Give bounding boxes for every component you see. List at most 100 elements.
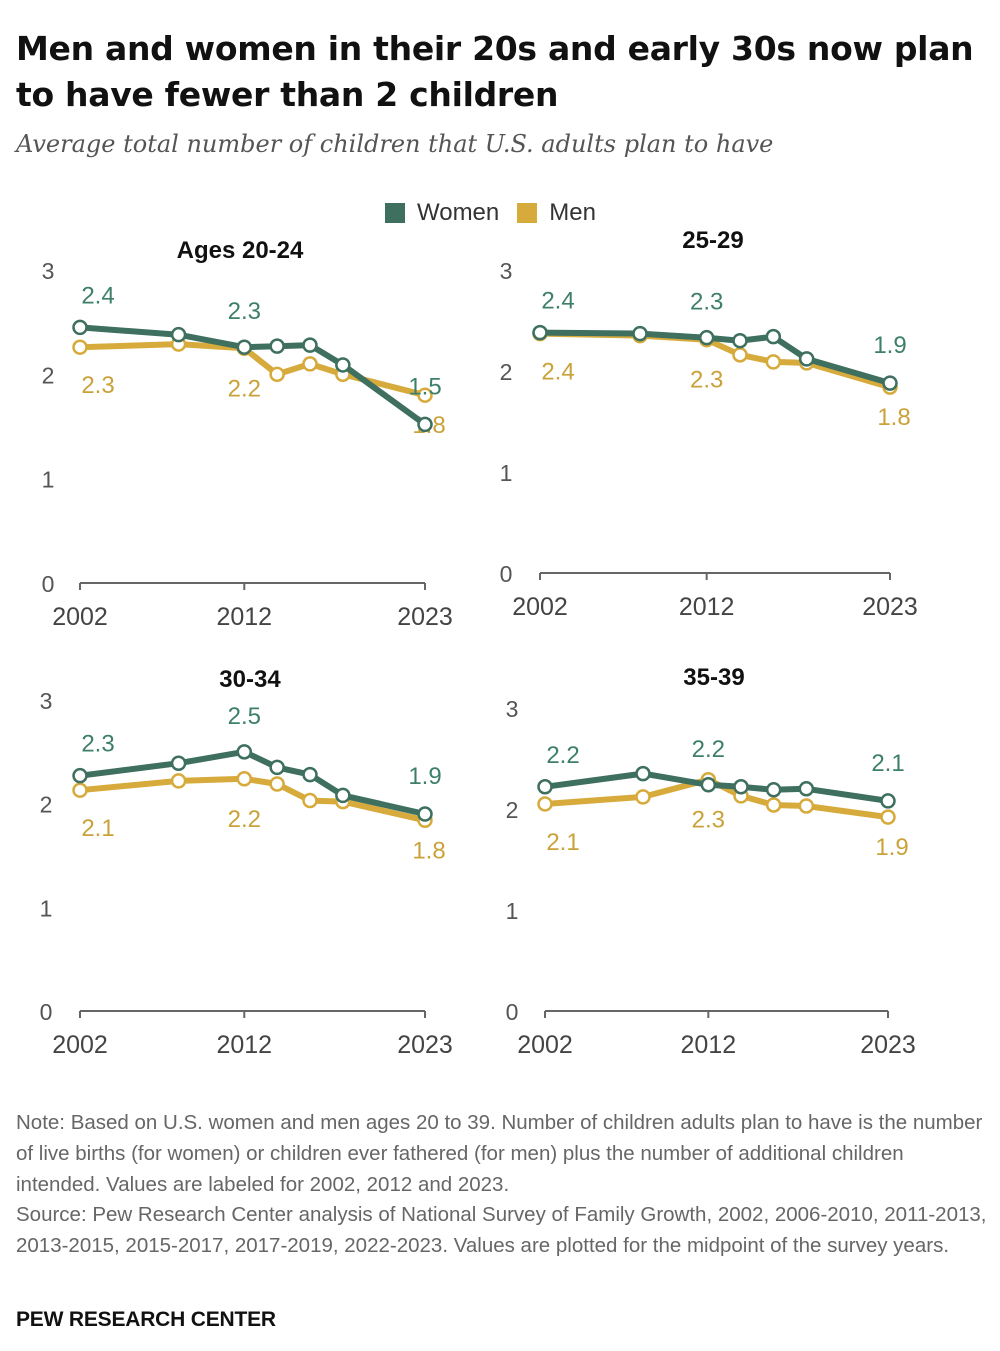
y-tick-label: 0 bbox=[42, 571, 55, 597]
legend-label-men: Men bbox=[549, 199, 596, 226]
data-label-men: 2.3 bbox=[81, 372, 114, 399]
data-label-men: 1.9 bbox=[875, 834, 908, 861]
y-tick-label: 0 bbox=[40, 999, 53, 1025]
publisher-credit: PEW RESEARCH CENTER bbox=[16, 1308, 276, 1331]
data-point-men bbox=[765, 354, 782, 370]
data-label-men: 2.1 bbox=[81, 815, 114, 842]
y-tick-label: 2 bbox=[42, 362, 55, 388]
data-label-men: 2.3 bbox=[692, 807, 725, 834]
y-tick-label: 1 bbox=[40, 895, 53, 921]
y-tick-label: 2 bbox=[40, 792, 53, 818]
source-text: Source: Pew Research Center analysis of … bbox=[16, 1203, 987, 1258]
data-point-women bbox=[882, 375, 898, 391]
data-point-men bbox=[302, 356, 318, 372]
data-point-men bbox=[880, 809, 896, 825]
panel-title: 30-34 bbox=[219, 666, 281, 693]
chart-panel-2: 25-29 0 1 2 3 2002 2012 2023 2.4 2.3 1.8 2.4 2.3 1.9 bbox=[500, 227, 918, 621]
chart-panel-1: Ages 20-2401232002201220232.32.21.82.42.… bbox=[42, 237, 453, 631]
data-point-women bbox=[170, 755, 187, 771]
y-tick-label: 1 bbox=[42, 467, 55, 493]
data-label-women: 1.9 bbox=[873, 332, 906, 359]
y-tick-label: 1 bbox=[506, 898, 519, 924]
data-point-women bbox=[733, 779, 749, 795]
data-point-women bbox=[335, 787, 351, 804]
chart-panel-3: 30-34 0 1 2 3 2002 2012 2023 2.1 2.2 1.8 2.3 2.5 1.9 bbox=[40, 666, 453, 1059]
data-label-women: 2.1 bbox=[871, 750, 904, 777]
y-tick-label: 3 bbox=[506, 696, 519, 722]
y-tick-label: 2 bbox=[506, 797, 519, 823]
data-point-women bbox=[236, 339, 253, 355]
data-label-women: 2.2 bbox=[692, 736, 725, 763]
panel-title: Ages 20-24 bbox=[177, 237, 304, 264]
data-label-women: 2.3 bbox=[228, 298, 261, 325]
chart-panel-4: 35-39 0 1 2 3 2002 2012 2023 2.1 2.3 1.9 2.2 2.2 2.1 bbox=[506, 664, 916, 1059]
data-point-women bbox=[635, 765, 651, 782]
data-point-men bbox=[798, 798, 815, 814]
data-label-men: 2.2 bbox=[228, 806, 261, 833]
data-point-women bbox=[302, 766, 318, 783]
x-tick-label: 2012 bbox=[679, 593, 735, 621]
data-label-women: 2.4 bbox=[541, 288, 574, 315]
x-tick-label: 2012 bbox=[681, 1031, 737, 1059]
data-point-women bbox=[72, 767, 88, 784]
data-point-men bbox=[72, 339, 88, 355]
data-point-men bbox=[170, 773, 187, 789]
data-point-women bbox=[302, 337, 318, 353]
x-tick-label: 2012 bbox=[216, 603, 272, 631]
data-point-women bbox=[798, 781, 815, 797]
legend-label-women: Women bbox=[417, 199, 500, 226]
data-point-men bbox=[537, 796, 553, 812]
x-tick-label: 2023 bbox=[862, 593, 918, 621]
y-tick-label: 3 bbox=[40, 688, 53, 714]
data-label-women: 2.2 bbox=[546, 742, 579, 769]
data-point-men bbox=[236, 771, 253, 787]
data-point-women bbox=[798, 351, 815, 367]
chart-subtitle: Average total number of children that U.… bbox=[16, 130, 774, 158]
x-tick-label: 2023 bbox=[397, 1031, 453, 1059]
chart-note: Note: Based on U.S. women and men ages 2… bbox=[16, 1108, 988, 1262]
data-point-men bbox=[269, 366, 285, 383]
data-label-men: 2.3 bbox=[690, 367, 723, 394]
x-tick-label: 2002 bbox=[52, 603, 108, 631]
data-point-women bbox=[880, 793, 896, 809]
data-point-men bbox=[302, 792, 318, 809]
series-line-women bbox=[542, 770, 891, 804]
y-tick-label: 3 bbox=[42, 258, 55, 284]
data-label-men: 1.8 bbox=[412, 837, 445, 864]
data-label-women: 2.4 bbox=[81, 282, 114, 309]
data-point-women bbox=[632, 325, 648, 342]
data-point-men bbox=[269, 776, 285, 792]
data-point-women bbox=[170, 326, 187, 343]
data-label-women: 1.9 bbox=[408, 763, 441, 790]
data-label-men: 2.4 bbox=[541, 359, 574, 386]
legend-swatch-men bbox=[517, 203, 538, 223]
legend-item-men: Men bbox=[517, 199, 596, 227]
panel-title: 35-39 bbox=[683, 664, 744, 691]
x-tick-label: 2002 bbox=[52, 1031, 108, 1059]
legend-item-women: Women bbox=[385, 199, 499, 227]
data-point-women bbox=[700, 777, 717, 793]
data-point-men bbox=[635, 789, 651, 805]
data-point-women bbox=[269, 759, 285, 776]
y-tick-label: 2 bbox=[500, 359, 513, 385]
data-point-women bbox=[765, 782, 782, 798]
data-point-women bbox=[698, 329, 715, 346]
data-label-women: 2.5 bbox=[228, 703, 261, 730]
data-label-men: 2.2 bbox=[228, 375, 261, 402]
x-tick-label: 2002 bbox=[512, 593, 568, 621]
data-label-men: 1.8 bbox=[877, 404, 910, 431]
data-label-women: 1.5 bbox=[408, 373, 441, 400]
x-tick-label: 2002 bbox=[517, 1031, 573, 1059]
data-point-women bbox=[72, 319, 88, 336]
data-point-men bbox=[417, 387, 433, 403]
chart-title: Men and women in their 20s and early 30s… bbox=[16, 29, 974, 114]
data-point-women bbox=[765, 328, 782, 345]
data-label-women: 2.3 bbox=[81, 731, 114, 758]
note-text: Note: Based on U.S. women and men ages 2… bbox=[16, 1111, 983, 1196]
y-tick-label: 0 bbox=[506, 999, 519, 1025]
data-point-women bbox=[532, 324, 548, 341]
data-point-women bbox=[732, 332, 748, 349]
panel-title: 25-29 bbox=[682, 227, 743, 254]
data-point-women bbox=[335, 357, 351, 373]
data-point-men bbox=[72, 782, 88, 798]
